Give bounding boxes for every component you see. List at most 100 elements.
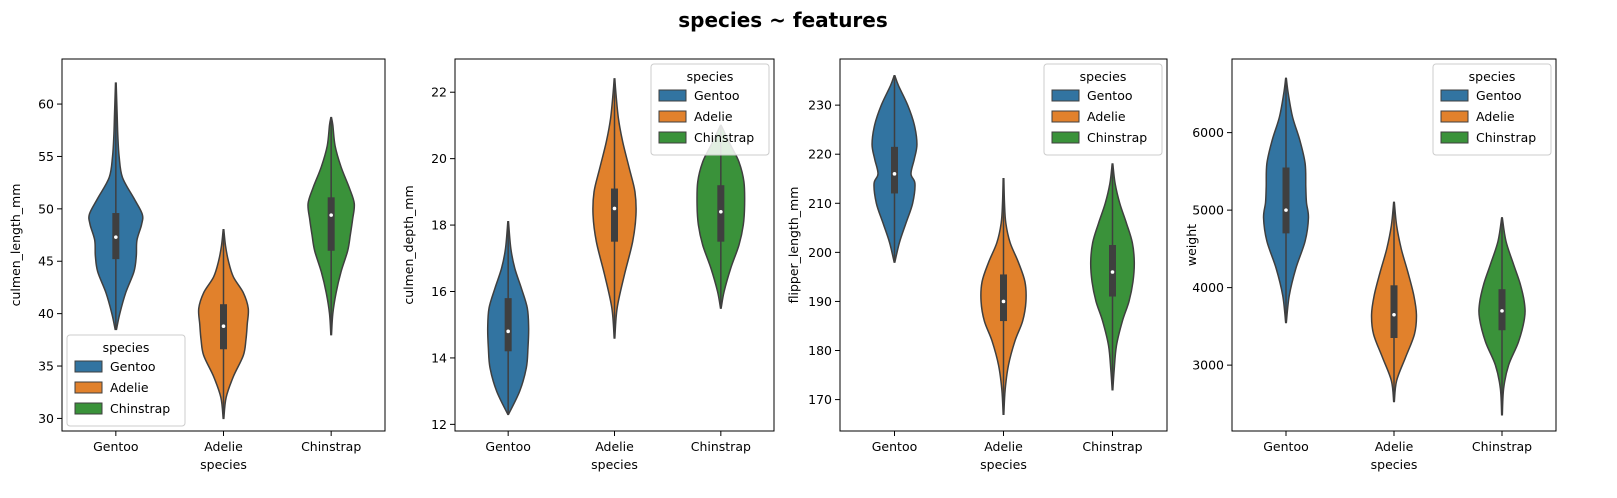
median-gentoo [1284,208,1288,212]
median-adelie [1001,299,1006,304]
legend-label-adelie: Adelie [1476,109,1515,124]
legend-label-gentoo: Gentoo [110,359,156,374]
x-tick-label: Chinstrap [1082,439,1142,454]
y-axis-label: flipper_length_mm [786,187,801,304]
legend-swatch-chinstrap [74,402,103,415]
y-tick-label: 16 [431,284,447,299]
legend-swatch-gentoo [658,89,687,102]
legend-swatch-adelie [74,381,103,394]
legend-swatch-adelie [1051,110,1080,123]
legend-label-gentoo: Gentoo [694,88,740,103]
figure-title: species ~ features [678,8,888,32]
x-tick-label: Adelie [1375,439,1414,454]
iqr-box-gentoo [504,298,512,352]
violin-gentoo [486,221,530,416]
x-axis-label: species [200,457,247,472]
iqr-box-adelie [611,188,618,242]
y-tick-label: 3000 [1192,358,1224,373]
y-tick-label: 4000 [1192,280,1224,295]
y-axis-label: weight [1184,224,1199,266]
violin-adelie [1370,201,1418,403]
x-axis-label: species [1371,457,1418,472]
y-tick-label: 230 [808,98,832,113]
y-tick-label: 14 [431,350,447,365]
y-tick-label: 45 [38,254,54,269]
legend-title: species [103,340,150,355]
x-tick-label: Chinstrap [301,439,361,454]
violin-gentoo [1262,77,1310,324]
y-tick-label: 40 [38,306,54,321]
legend-swatch-gentoo [1051,89,1080,102]
x-axis-label: species [980,457,1027,472]
median-chinstrap [329,213,333,217]
legend-title: species [687,69,734,84]
subplot-3: 170 180 190 200 210 220 230 Gentoo Adelie Chinstr… [786,58,1168,472]
y-tick-label: 170 [808,392,832,407]
y-tick-label: 50 [38,201,54,216]
legend-swatch-chinstrap [1051,131,1080,144]
median-gentoo [114,235,118,239]
x-tick-label: Chinstrap [1472,439,1532,454]
legend-title: species [1469,69,1516,84]
legend: species Gentoo Adelie Chinstrap [66,334,186,427]
y-tick-label: 210 [808,196,832,211]
y-tick-label: 20 [431,151,447,166]
iqr-box-gentoo [891,146,898,194]
median-chinstrap [719,209,723,214]
x-tick-label: Gentoo [93,439,139,454]
legend-label-chinstrap: Chinstrap [1087,130,1147,145]
x-tick-label: Gentoo [872,439,918,454]
median-chinstrap [1500,309,1504,313]
x-tick-label: Gentoo [485,439,531,454]
legend: species Gentoo Adelie Chinstrap [1432,63,1552,156]
violin-adelie [980,178,1027,416]
legend-label-gentoo: Gentoo [1087,88,1133,103]
legend-swatch-chinstrap [658,131,687,144]
iqr-box-adelie [1390,285,1398,338]
legend-label-chinstrap: Chinstrap [110,401,170,416]
iqr-box-gentoo [1282,167,1290,234]
legend-swatch-adelie [1440,110,1469,123]
y-tick-label: 30 [38,411,54,426]
legend-label-adelie: Adelie [110,380,149,395]
y-tick-label: 200 [808,245,832,260]
iqr-box-adelie [1000,274,1007,322]
violin-adelie [197,229,250,420]
legend-label-chinstrap: Chinstrap [694,130,754,145]
violin-gentoo [88,82,144,331]
legend-title: species [1080,69,1127,84]
x-tick-label: Gentoo [1263,439,1309,454]
y-axis-label: culmen_length_mm [8,184,23,307]
legend: species Gentoo Adelie Chinstrap [1043,63,1163,156]
violin-chinstrap [307,116,356,336]
median-adelie [1392,312,1396,317]
median-gentoo [892,172,897,176]
violin-gentoo [871,74,918,263]
y-tick-label: 35 [38,359,54,374]
legend-swatch-chinstrap [1440,131,1469,144]
y-axis-label: culmen_depth_mm [401,185,416,304]
median-chinstrap [1110,270,1115,274]
y-tick-label: 60 [38,97,54,112]
x-tick-label: Adelie [595,439,634,454]
x-tick-label: Adelie [204,439,243,454]
median-adelie [221,324,226,329]
x-axis-label: species [591,457,638,472]
violin-chinstrap [1478,217,1526,416]
legend-swatch-adelie [658,110,687,123]
violin-adelie [592,78,637,339]
y-tick-label: 55 [38,149,54,164]
legend-label-adelie: Adelie [694,109,733,124]
legend-label-gentoo: Gentoo [1476,88,1522,103]
legend-label-chinstrap: Chinstrap [1476,130,1536,145]
y-tick-label: 190 [808,294,832,309]
legend-label-adelie: Adelie [1087,109,1126,124]
median-gentoo [506,329,510,334]
x-tick-label: Adelie [984,439,1023,454]
violin-chinstrap [1089,163,1136,391]
iqr-box-chinstrap [327,197,335,251]
